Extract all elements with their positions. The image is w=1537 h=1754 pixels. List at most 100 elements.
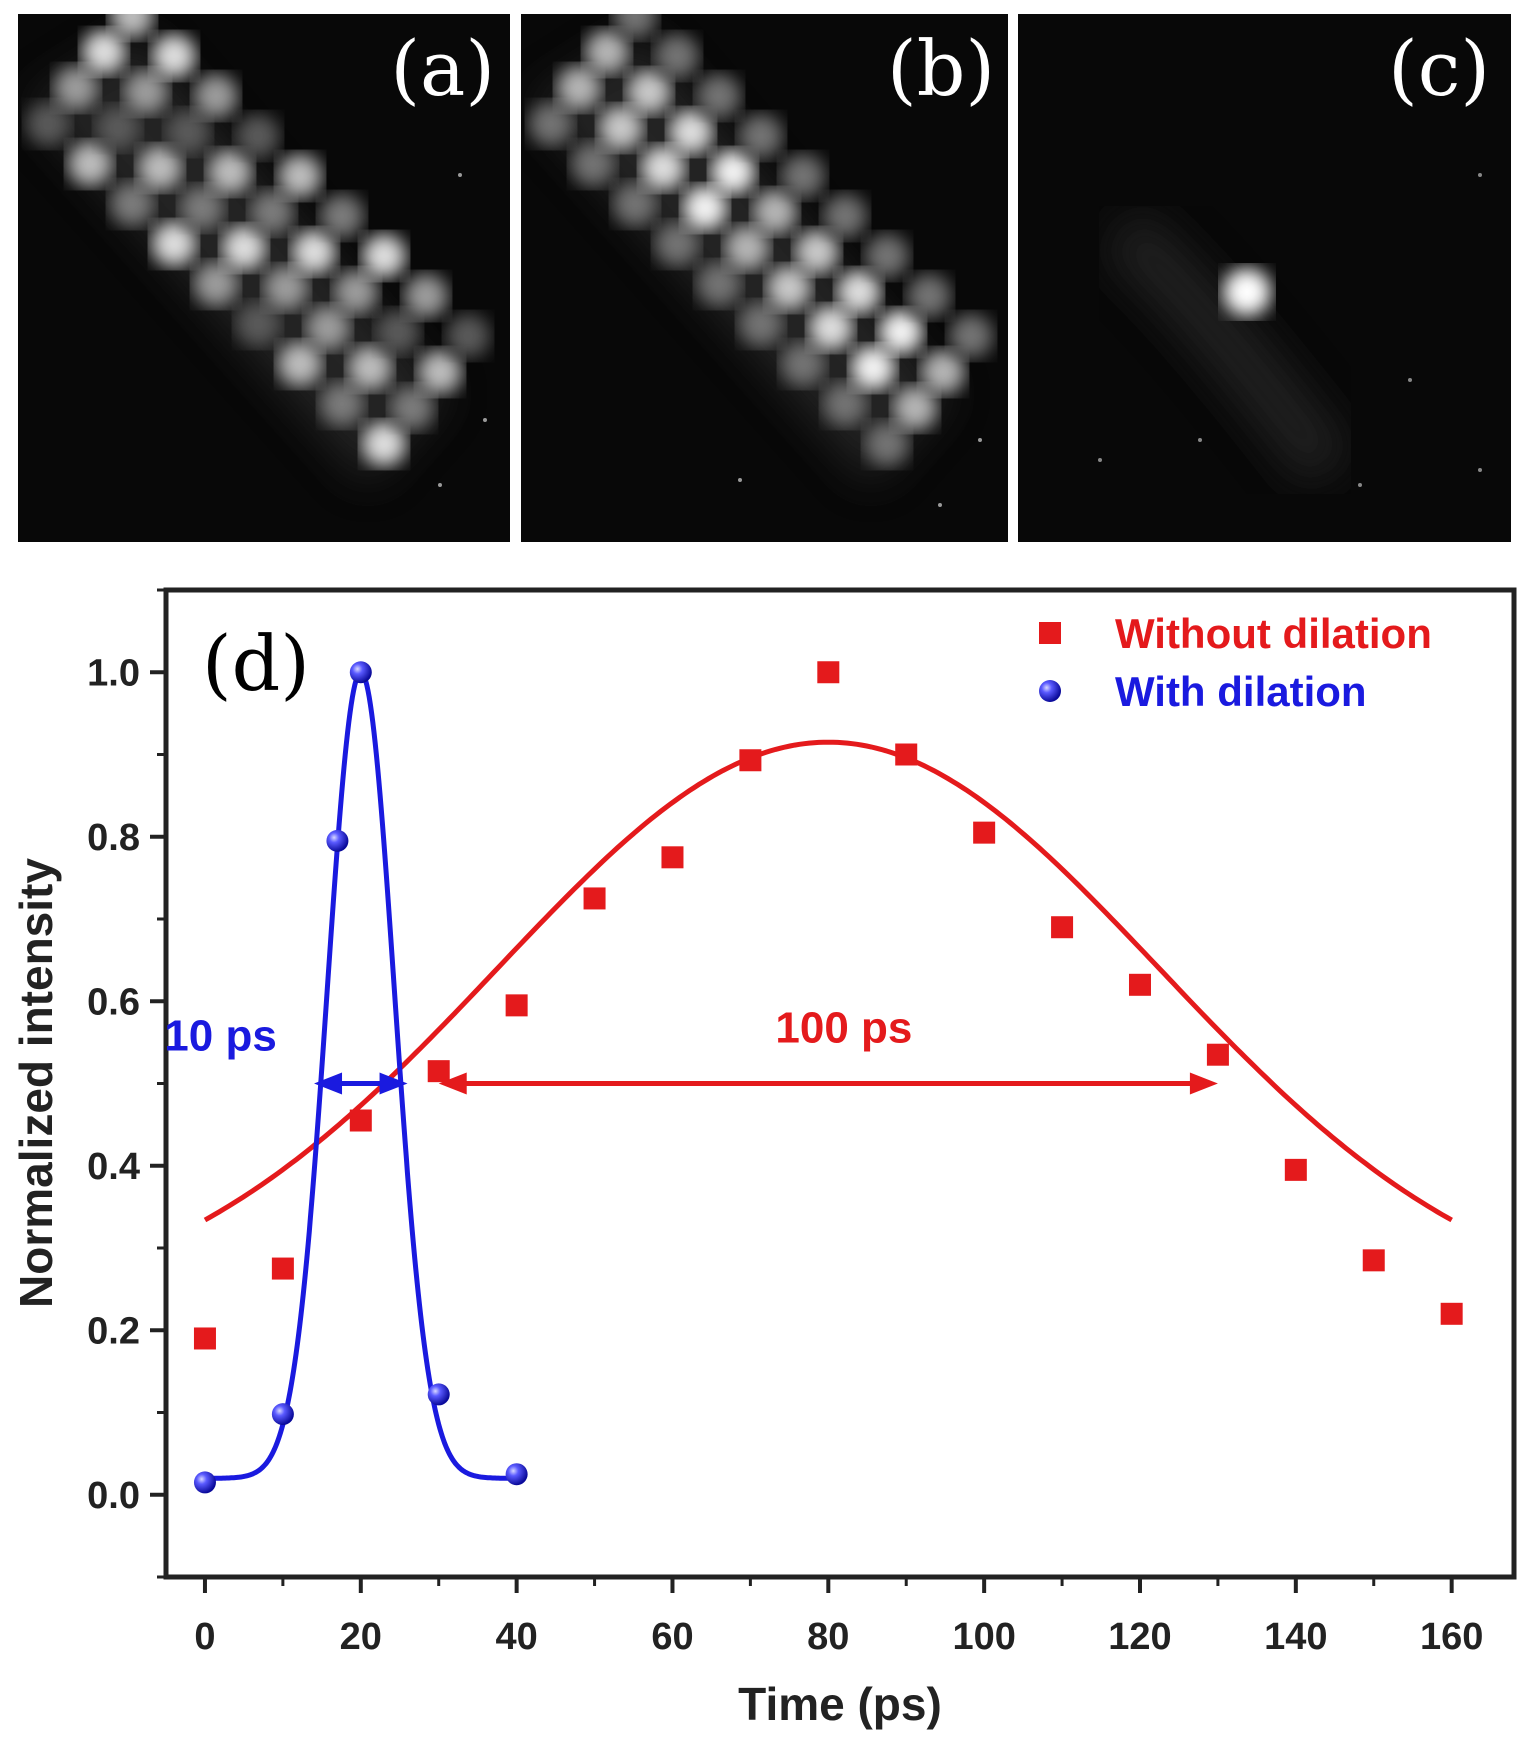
- bead-spot: [795, 230, 839, 274]
- annotation-label: 100 ps: [775, 1003, 912, 1052]
- bead-spot: [362, 234, 406, 278]
- bead-spot: [292, 230, 336, 274]
- data-markers: [193, 661, 1463, 1494]
- bead-spot: [921, 350, 965, 394]
- bead-spot: [879, 310, 923, 354]
- annotation-arrowhead-left: [438, 1072, 467, 1095]
- bead-spot-c: [1098, 173, 1482, 489]
- noise-dot: [978, 438, 982, 442]
- noise-dot: [1198, 438, 1202, 442]
- data-point-with-dilation: [326, 829, 349, 852]
- bead-spot: [180, 186, 224, 230]
- bead-spot: [781, 154, 825, 198]
- data-point-without-dilation: [1284, 1158, 1307, 1181]
- panel-label-c: (c): [1388, 24, 1490, 113]
- bead-spot: [166, 110, 210, 154]
- x-tick-label: 20: [340, 1616, 382, 1658]
- y-tick-label: 0.6: [87, 981, 140, 1023]
- legend-label: Without dilation: [1115, 610, 1432, 657]
- image-panel-c: (c): [1018, 14, 1511, 542]
- bead-spot: [236, 302, 280, 346]
- bead-spot: [571, 142, 615, 186]
- data-point-without-dilation: [661, 846, 684, 869]
- bead-spot: [865, 234, 909, 278]
- bead-spot: [152, 222, 196, 266]
- data-point-without-dilation: [895, 743, 918, 766]
- annotation-label: 10 ps: [164, 1012, 277, 1061]
- data-point-without-dilation: [1128, 973, 1151, 996]
- bead-spot: [599, 106, 643, 150]
- data-point-with-dilation: [505, 1463, 528, 1486]
- bead-spot: [627, 70, 671, 114]
- bead-spot: [683, 186, 727, 230]
- bead-spot: [362, 422, 406, 466]
- bead-spot: [376, 310, 420, 354]
- data-point-without-dilation: [505, 994, 528, 1017]
- bead-spot: [222, 226, 266, 270]
- bead-spot: [739, 302, 783, 346]
- y-tick-label: 0.8: [87, 817, 140, 859]
- legend-label: With dilation: [1115, 668, 1367, 715]
- bead-spot: [781, 342, 825, 386]
- bead-spot: [82, 30, 126, 74]
- data-point-without-dilation: [583, 887, 606, 910]
- bead-spot: [320, 382, 364, 426]
- bead-spot: [529, 102, 573, 146]
- data-point-without-dilation: [1206, 1043, 1229, 1066]
- data-point-without-dilation: [1362, 1249, 1385, 1272]
- bead-spot: [669, 110, 713, 154]
- data-point-without-dilation: [271, 1257, 294, 1280]
- noise-dot: [1408, 378, 1412, 382]
- noise-dot: [1478, 468, 1482, 472]
- bead-spot: [655, 34, 699, 78]
- bead-spot: [725, 226, 769, 270]
- bead-spot: [893, 386, 937, 430]
- data-point-with-dilation: [193, 1471, 216, 1494]
- x-tick-label: 160: [1420, 1616, 1483, 1658]
- x-tick-label: 100: [952, 1616, 1015, 1658]
- bead-spot: [739, 114, 783, 158]
- noise-dot: [1358, 483, 1362, 487]
- noise-dot: [1098, 458, 1102, 462]
- image-panel-b: (b): [521, 14, 1008, 542]
- x-tick-label: 140: [1264, 1616, 1327, 1658]
- noise-dot: [1478, 173, 1482, 177]
- bead-spot: [138, 146, 182, 190]
- bead-spot: [865, 422, 909, 466]
- panel-label-b: (b): [887, 24, 995, 113]
- chart-d: 0 20 40 60 80 100 120 140 1600.00.20.40.60.81.0 …: [10, 587, 1517, 1730]
- data-point-without-dilation: [817, 661, 840, 684]
- data-point-with-dilation: [427, 1383, 450, 1406]
- bead-spot: [152, 34, 196, 78]
- y-tick-label: 0.2: [87, 1310, 140, 1352]
- y-tick-label: 0.4: [87, 1146, 140, 1188]
- bead-spot: [697, 74, 741, 118]
- bead-spot: [208, 150, 252, 194]
- bead-spot: [851, 346, 895, 390]
- bright-bead-spot: [1223, 268, 1271, 316]
- bead-spot: [306, 306, 350, 350]
- data-point-with-dilation: [271, 1403, 294, 1426]
- bead-spot: [250, 190, 294, 234]
- bead-spot: [68, 142, 112, 186]
- data-point-without-dilation: [739, 749, 762, 772]
- data-point-without-dilation: [973, 821, 996, 844]
- bead-array-a: [26, 14, 490, 487]
- bead-spot: [809, 306, 853, 350]
- bead-spot: [767, 266, 811, 310]
- y-tick-label: 1.0: [87, 652, 140, 694]
- noise-dot: [438, 483, 442, 487]
- bead-spot: [613, 14, 657, 38]
- x-tick-label: 40: [495, 1616, 537, 1658]
- bead-spot: [613, 182, 657, 226]
- noise-dot: [938, 503, 942, 507]
- data-point-without-dilation: [427, 1060, 450, 1083]
- bead-spot: [110, 14, 154, 38]
- bead-spot: [823, 194, 867, 238]
- x-tick-label: 60: [651, 1616, 693, 1658]
- bead-spot: [236, 114, 280, 158]
- bead-spot: [404, 274, 448, 318]
- bead-spot: [334, 270, 378, 314]
- bead-spot: [124, 70, 168, 114]
